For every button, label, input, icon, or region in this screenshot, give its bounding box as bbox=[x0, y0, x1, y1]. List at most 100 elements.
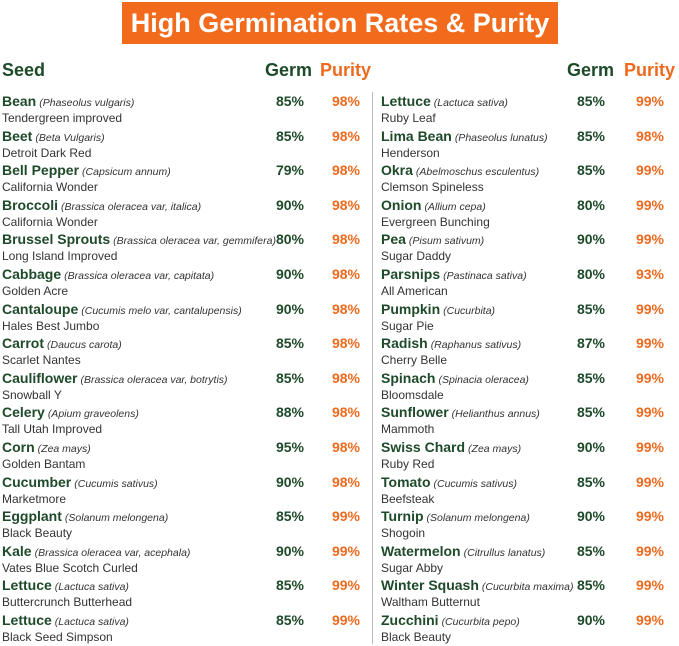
latin-name: (Brassica oleracea var, gemmifera) bbox=[113, 235, 276, 248]
latin-name: (Helianthus annus) bbox=[451, 408, 540, 421]
variety: California Wonder bbox=[2, 180, 98, 195]
seed-line: Brussel Sprouts (Brassica oleracea var, g… bbox=[2, 231, 276, 249]
seed-name: Watermelon bbox=[381, 542, 461, 559]
seed-line: Corn (Zea mays) bbox=[2, 439, 91, 457]
latin-name: (Pastinaca sativa) bbox=[443, 270, 527, 282]
seed-line: Kale (Brassica oleracea var, acephala) bbox=[2, 543, 190, 561]
variety: Black Beauty bbox=[381, 630, 452, 644]
seed-line: Eggplant (Solanum melongena) bbox=[2, 508, 168, 526]
seed-name: Turnip bbox=[381, 508, 424, 525]
germ-rate: 90% bbox=[275, 300, 305, 317]
seed-name: Celery bbox=[2, 404, 45, 421]
seed-name: Lettuce bbox=[2, 577, 52, 594]
seed-name: Onion bbox=[381, 196, 422, 213]
seed-line: Parsnips (Pastinaca sativa) bbox=[381, 266, 527, 284]
purity-header: Purity bbox=[320, 60, 372, 80]
purity-rate: 99% bbox=[635, 231, 665, 248]
latin-name: (Apium graveolens) bbox=[47, 408, 139, 421]
seed-line: Winter Squash (Cucurbita maxima) bbox=[381, 577, 574, 595]
variety: Beefsteak bbox=[381, 491, 435, 506]
seed-line: Cauliflower (Brassica oleracea var, botry… bbox=[2, 370, 228, 388]
latin-name: (Solanum melongena) bbox=[64, 512, 169, 525]
variety: All American bbox=[381, 284, 448, 298]
variety: Mammoth bbox=[381, 422, 435, 437]
variety: Tendergreen improved bbox=[2, 111, 123, 125]
seed-name: Bell Pepper bbox=[2, 162, 80, 179]
germ-rate: 90% bbox=[576, 231, 606, 248]
purity-rate: 99% bbox=[635, 473, 665, 490]
seed-name: Cabbage bbox=[2, 266, 62, 282]
variety: Sugar Daddy bbox=[381, 249, 452, 264]
purity-rate: 93% bbox=[635, 266, 665, 282]
latin-name: (Zea mays) bbox=[37, 443, 91, 455]
variety: Cherry Belle bbox=[381, 353, 448, 368]
latin-name: (Cucumis sativus) bbox=[433, 477, 517, 490]
variety: Evergreen Bunching bbox=[381, 214, 490, 229]
purity-header: Purity bbox=[624, 60, 676, 80]
seed-line: Spinach (Spinacia oleracea) bbox=[381, 370, 529, 388]
purity-rate: 98% bbox=[331, 162, 361, 179]
germ-rate: 85% bbox=[576, 162, 606, 179]
purity-rate: 99% bbox=[635, 196, 665, 213]
latin-name: (Brassica oleracea var, botrytis) bbox=[80, 373, 228, 386]
column-divider bbox=[372, 92, 373, 644]
purity-rate: 98% bbox=[331, 266, 361, 282]
variety: Sugar Abby bbox=[381, 560, 444, 575]
seed-line: Sunflower (Helianthus annus) bbox=[381, 404, 540, 422]
purity-rate: 98% bbox=[331, 93, 361, 109]
latin-name: (Pisum sativum) bbox=[408, 235, 485, 248]
seed-line: Broccoli (Brassica oleracea var, italica) bbox=[2, 197, 201, 215]
seed-name: Cauliflower bbox=[2, 369, 78, 386]
variety: Golden Bantam bbox=[2, 457, 86, 471]
variety: Hales Best Jumbo bbox=[2, 318, 100, 333]
purity-rate: 99% bbox=[331, 542, 361, 559]
germ-rate: 85% bbox=[275, 612, 305, 628]
seed-name: Lima Bean bbox=[381, 127, 452, 144]
title-banner: High Germination Rates & Purity bbox=[122, 2, 558, 44]
germ-rate: 85% bbox=[576, 369, 606, 386]
seed-line: Bell Pepper (Capsicum annum) bbox=[2, 162, 171, 180]
germ-rate: 85% bbox=[275, 369, 305, 386]
purity-rate: 99% bbox=[635, 93, 665, 109]
latin-name: (Cucurbita) bbox=[443, 304, 496, 317]
latin-name: (Allium cepa) bbox=[424, 200, 486, 213]
latin-name: (Spinacia oleracea) bbox=[438, 373, 529, 386]
latin-name: (Zea mays) bbox=[468, 443, 522, 455]
germ-rate: 85% bbox=[275, 127, 305, 144]
latin-name: (Phaseolus lunatus) bbox=[454, 131, 548, 144]
variety: Shogoin bbox=[381, 526, 426, 541]
latin-name: (Daucus carota) bbox=[47, 339, 122, 352]
variety: Vates Blue Scotch Curled bbox=[2, 560, 138, 575]
germ-rate: 90% bbox=[275, 196, 305, 213]
seed-line: Watermelon (Citrullus lanatus) bbox=[381, 543, 545, 561]
seed-line: Cantaloupe (Cucumis melo var, cantalupens… bbox=[2, 301, 242, 319]
seed-name: Lettuce bbox=[2, 612, 52, 628]
seed-name: Swiss Chard bbox=[381, 439, 466, 455]
seed-line: Tomato (Cucumis sativus) bbox=[381, 474, 517, 492]
seed-name: Beet bbox=[2, 127, 33, 144]
germ-rate: 85% bbox=[576, 404, 606, 421]
purity-rate: 99% bbox=[635, 335, 665, 352]
variety: Buttercrunch Butterhead bbox=[2, 595, 133, 610]
purity-rate: 98% bbox=[331, 196, 361, 213]
latin-name: (Citrullus lanatus) bbox=[463, 546, 546, 559]
germ-rate: 85% bbox=[275, 93, 305, 109]
seed-name: Radish bbox=[381, 335, 428, 352]
germ-header: Germ bbox=[567, 60, 615, 80]
purity-rate: 99% bbox=[635, 508, 665, 525]
germ-rate: 90% bbox=[275, 473, 305, 490]
latin-name: (Cucumis sativus) bbox=[74, 477, 158, 490]
seed-name: Parsnips bbox=[381, 266, 441, 282]
seed-line: Pumpkin (Cucurbita) bbox=[381, 301, 495, 319]
germ-rate: 85% bbox=[576, 473, 606, 490]
latin-name: (Lactuca sativa) bbox=[54, 581, 129, 594]
germ-rate: 85% bbox=[275, 577, 305, 594]
germ-rate: 85% bbox=[275, 508, 305, 525]
seed-line: Onion (Allium cepa) bbox=[381, 197, 486, 215]
germ-rate: 80% bbox=[576, 196, 606, 213]
variety: Scarlet Nantes bbox=[2, 353, 81, 368]
seed-line: Cucumber (Cucumis sativus) bbox=[2, 474, 158, 492]
purity-rate: 99% bbox=[635, 300, 665, 317]
purity-rate: 98% bbox=[331, 473, 361, 490]
